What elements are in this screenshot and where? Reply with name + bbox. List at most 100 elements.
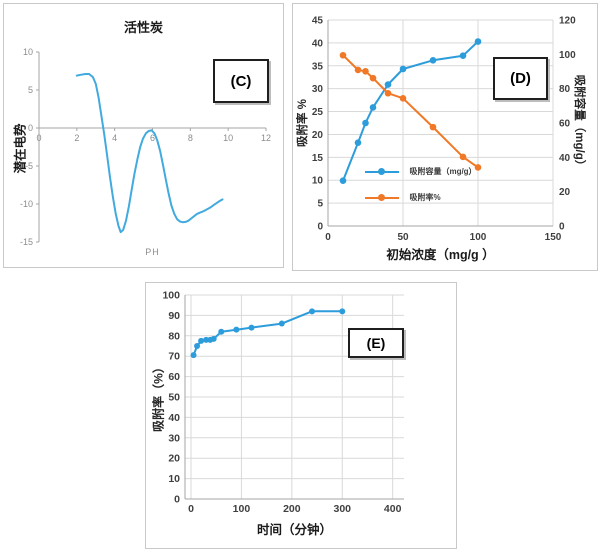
right-y-tick-label: 120 bbox=[559, 16, 576, 27]
data-point-marker bbox=[399, 65, 407, 73]
left-y-tick-label: 40 bbox=[312, 38, 324, 49]
data-point-marker bbox=[474, 164, 482, 171]
y-tick-label: 0 bbox=[174, 494, 180, 506]
y-tick-label: 70 bbox=[168, 351, 180, 363]
x-tick-label: 8 bbox=[188, 133, 193, 143]
x-tick-label: 0 bbox=[188, 503, 194, 515]
chart-C-panel-label: (C) bbox=[213, 59, 269, 103]
right-y-tick-label: 80 bbox=[559, 84, 571, 95]
data-point-marker bbox=[354, 139, 362, 146]
data-point-marker bbox=[339, 177, 347, 184]
zeta-potential-curve bbox=[75, 73, 224, 234]
data-point-marker bbox=[309, 308, 316, 315]
legend-line-marker-icon bbox=[365, 168, 399, 176]
left-y-tick-label: 25 bbox=[312, 107, 324, 118]
legend-label-adsorption-rate: 吸附率% bbox=[409, 193, 441, 203]
x-tick-label: 400 bbox=[384, 503, 402, 515]
left-y-tick-label: 45 bbox=[312, 16, 324, 27]
data-point-marker bbox=[429, 123, 437, 131]
x-tick-label: 100 bbox=[470, 232, 487, 243]
chart-C-title: 活性炭 bbox=[123, 20, 163, 35]
left-y-tick-label: 0 bbox=[317, 222, 323, 233]
data-point-marker bbox=[278, 320, 285, 327]
data-point-marker bbox=[399, 94, 407, 102]
data-point-marker bbox=[339, 51, 347, 59]
data-point-marker bbox=[459, 153, 467, 161]
right-y-tick-label: 20 bbox=[559, 187, 571, 198]
data-point-marker bbox=[190, 352, 197, 359]
x-tick-label: 150 bbox=[545, 232, 562, 243]
left-y-tick-label: 20 bbox=[312, 130, 324, 141]
legend-item-adsorption-rate: 吸附率% bbox=[365, 189, 441, 203]
chart-panel-E: 吸附率（%） 100 90 80 70 60 50 40 30 20 10 0 0 100 200 300 4… bbox=[145, 282, 457, 549]
x-tick-label: 200 bbox=[283, 503, 301, 515]
left-y-tick-label: 10 bbox=[312, 176, 324, 187]
chart-C-x-axis-title: PH bbox=[145, 247, 160, 257]
y-tick-label: 50 bbox=[168, 392, 180, 404]
left-y-tick-label: 35 bbox=[312, 61, 324, 72]
data-point-marker bbox=[218, 328, 225, 335]
data-point-marker bbox=[369, 104, 377, 111]
y-tick-label: -10 bbox=[20, 199, 33, 209]
chart-panel-C: 活性炭 潜在电势 10 5 0 -5 -10 -15 0 2 4 6 8 10 12 PH (C) bbox=[3, 3, 284, 268]
legend-dot-icon bbox=[378, 194, 385, 202]
y-tick-label: -5 bbox=[25, 161, 33, 171]
data-point-marker bbox=[339, 308, 346, 315]
right-y-tick-label: 0 bbox=[559, 222, 565, 233]
chart-E-panel-label: (E) bbox=[348, 328, 404, 358]
right-y-tick-label: 40 bbox=[559, 153, 571, 164]
x-tick-label: 0 bbox=[325, 232, 331, 243]
x-tick-label: 6 bbox=[150, 133, 155, 143]
chart-D-legend: 吸附容量（mg/g） 吸附率% bbox=[365, 163, 515, 205]
x-tick-label: 0 bbox=[36, 133, 41, 143]
right-y-tick-label: 100 bbox=[559, 50, 576, 61]
legend-item-adsorption-capacity: 吸附容量（mg/g） bbox=[365, 163, 477, 177]
chart-D-plot-area: 0 5 10 15 20 25 30 35 40 45 0 20 40 60 80 100 120 0 50 100 1… bbox=[312, 16, 576, 244]
chart-panel-D: 吸附率 % 吸附容量（mg/g） 0 5 10 15 20 25 30 35 40 45 0 20 40… bbox=[292, 3, 598, 271]
data-point-marker bbox=[194, 343, 201, 349]
x-tick-label: 300 bbox=[334, 503, 352, 515]
right-y-tick-label: 60 bbox=[559, 119, 571, 130]
y-tick-label: 40 bbox=[168, 412, 180, 424]
legend-label-adsorption-capacity: 吸附容量（mg/g） bbox=[409, 167, 477, 177]
legend-line-marker-icon bbox=[365, 194, 399, 202]
left-y-tick-label: 30 bbox=[312, 84, 324, 95]
x-tick-label: 4 bbox=[112, 133, 117, 143]
data-point-marker bbox=[210, 335, 217, 342]
left-y-tick-label: 15 bbox=[312, 153, 324, 164]
chart-C-plot-area: 10 5 0 -5 -10 -15 0 2 4 6 8 10 12 bbox=[20, 47, 271, 247]
data-point-marker bbox=[198, 337, 205, 344]
y-tick-label: 10 bbox=[168, 473, 180, 485]
x-tick-label: 100 bbox=[233, 503, 251, 515]
y-tick-label: 5 bbox=[28, 85, 33, 95]
data-point-marker bbox=[384, 81, 392, 88]
y-tick-label: 90 bbox=[168, 310, 180, 322]
x-tick-label: 50 bbox=[397, 232, 409, 243]
data-point-marker bbox=[362, 67, 369, 75]
data-point-marker bbox=[362, 119, 369, 127]
y-tick-label: 60 bbox=[168, 371, 180, 383]
data-point-marker bbox=[384, 89, 392, 97]
data-point-marker bbox=[369, 74, 377, 82]
y-tick-label: 30 bbox=[168, 432, 180, 444]
y-tick-label: 20 bbox=[168, 453, 180, 465]
y-tick-label: 80 bbox=[168, 330, 180, 342]
chart-D-panel-label: (D) bbox=[493, 57, 548, 100]
data-point-marker bbox=[459, 52, 467, 60]
data-point-marker bbox=[233, 326, 240, 333]
chart-D-x-axis-title: 初始浓度（mg/g ） bbox=[386, 248, 495, 262]
data-point-marker bbox=[354, 66, 362, 74]
data-point-marker bbox=[248, 324, 255, 331]
x-tick-label: 10 bbox=[223, 133, 233, 143]
y-tick-label: 0 bbox=[28, 123, 33, 133]
chart-E-x-axis-title: 时间（分钟） bbox=[256, 523, 332, 537]
y-tick-label: 100 bbox=[162, 290, 180, 302]
data-point-marker bbox=[474, 38, 482, 45]
legend-dot-icon bbox=[378, 168, 385, 176]
x-tick-label: 2 bbox=[74, 133, 79, 143]
series-line bbox=[192, 310, 344, 357]
x-tick-label: 12 bbox=[261, 133, 271, 143]
y-tick-label: 10 bbox=[23, 47, 33, 57]
